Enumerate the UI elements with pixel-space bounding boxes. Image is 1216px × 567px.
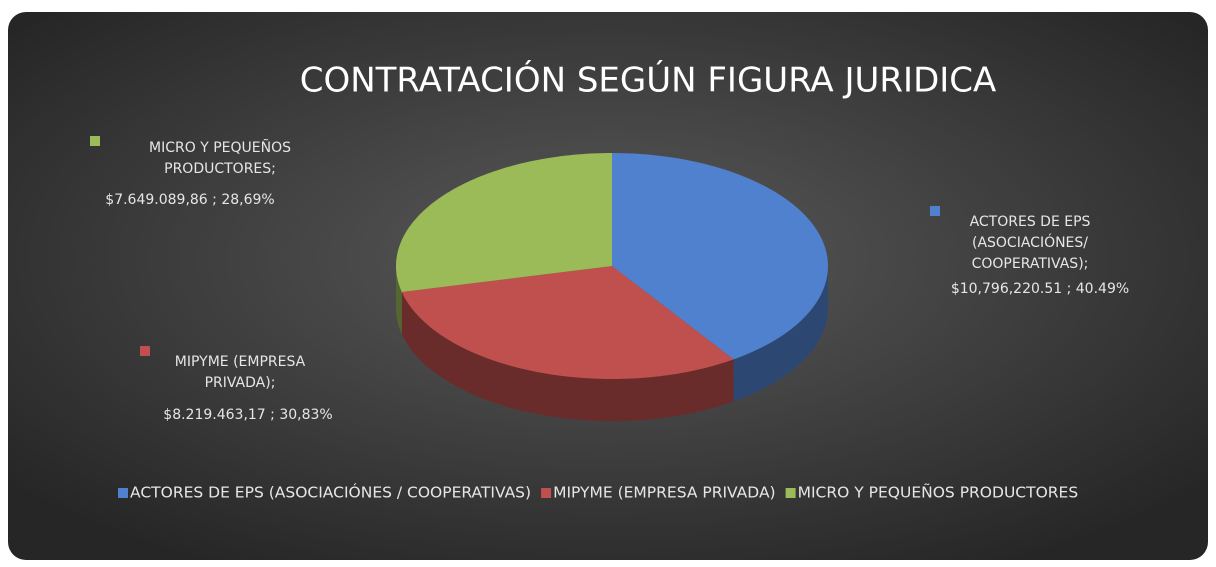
slice-side <box>733 266 828 402</box>
legend-marker <box>118 488 128 498</box>
slice-side <box>396 266 402 334</box>
data-label: $10,796,220.51 ; 40.49% <box>951 281 1129 297</box>
data-label-name: PRIVADA); <box>205 375 276 391</box>
label-marker <box>930 206 940 216</box>
legend-marker <box>541 488 552 498</box>
legend-label: MIPYME (EMPRESA PRIVADA) <box>553 484 776 502</box>
data-label: $8.219.463,17 ; 30,83% <box>163 407 332 423</box>
data-label-name: ACTORES DE EPS <box>970 214 1091 230</box>
legend-marker <box>785 488 796 498</box>
data-label-name: COOPERATIVAS); <box>972 256 1089 272</box>
data-label: $7.649.089,86 ; 28,69% <box>105 192 274 208</box>
slice <box>612 153 828 360</box>
data-label-name: MIPYME (EMPRESA <box>175 354 306 370</box>
data-label-name: MICRO Y PEQUEÑOS <box>149 139 291 156</box>
slice-side <box>401 291 734 421</box>
data-label-name: PRODUCTORES; <box>164 161 276 177</box>
legend-label: ACTORES DE EPS (ASOCIACIÓNES / COOPERATI… <box>130 483 531 502</box>
data-label-name: (ASOCIACIÓNES/ <box>972 233 1088 251</box>
slice <box>401 266 734 379</box>
label-marker <box>140 346 150 356</box>
label-marker <box>90 136 100 146</box>
slice <box>396 153 612 292</box>
legend-label: MICRO Y PEQUEÑOS PRODUCTORES <box>798 483 1079 502</box>
chart-title: CONTRATACIÓN SEGÚN FIGURA JURIDICA <box>300 60 997 101</box>
